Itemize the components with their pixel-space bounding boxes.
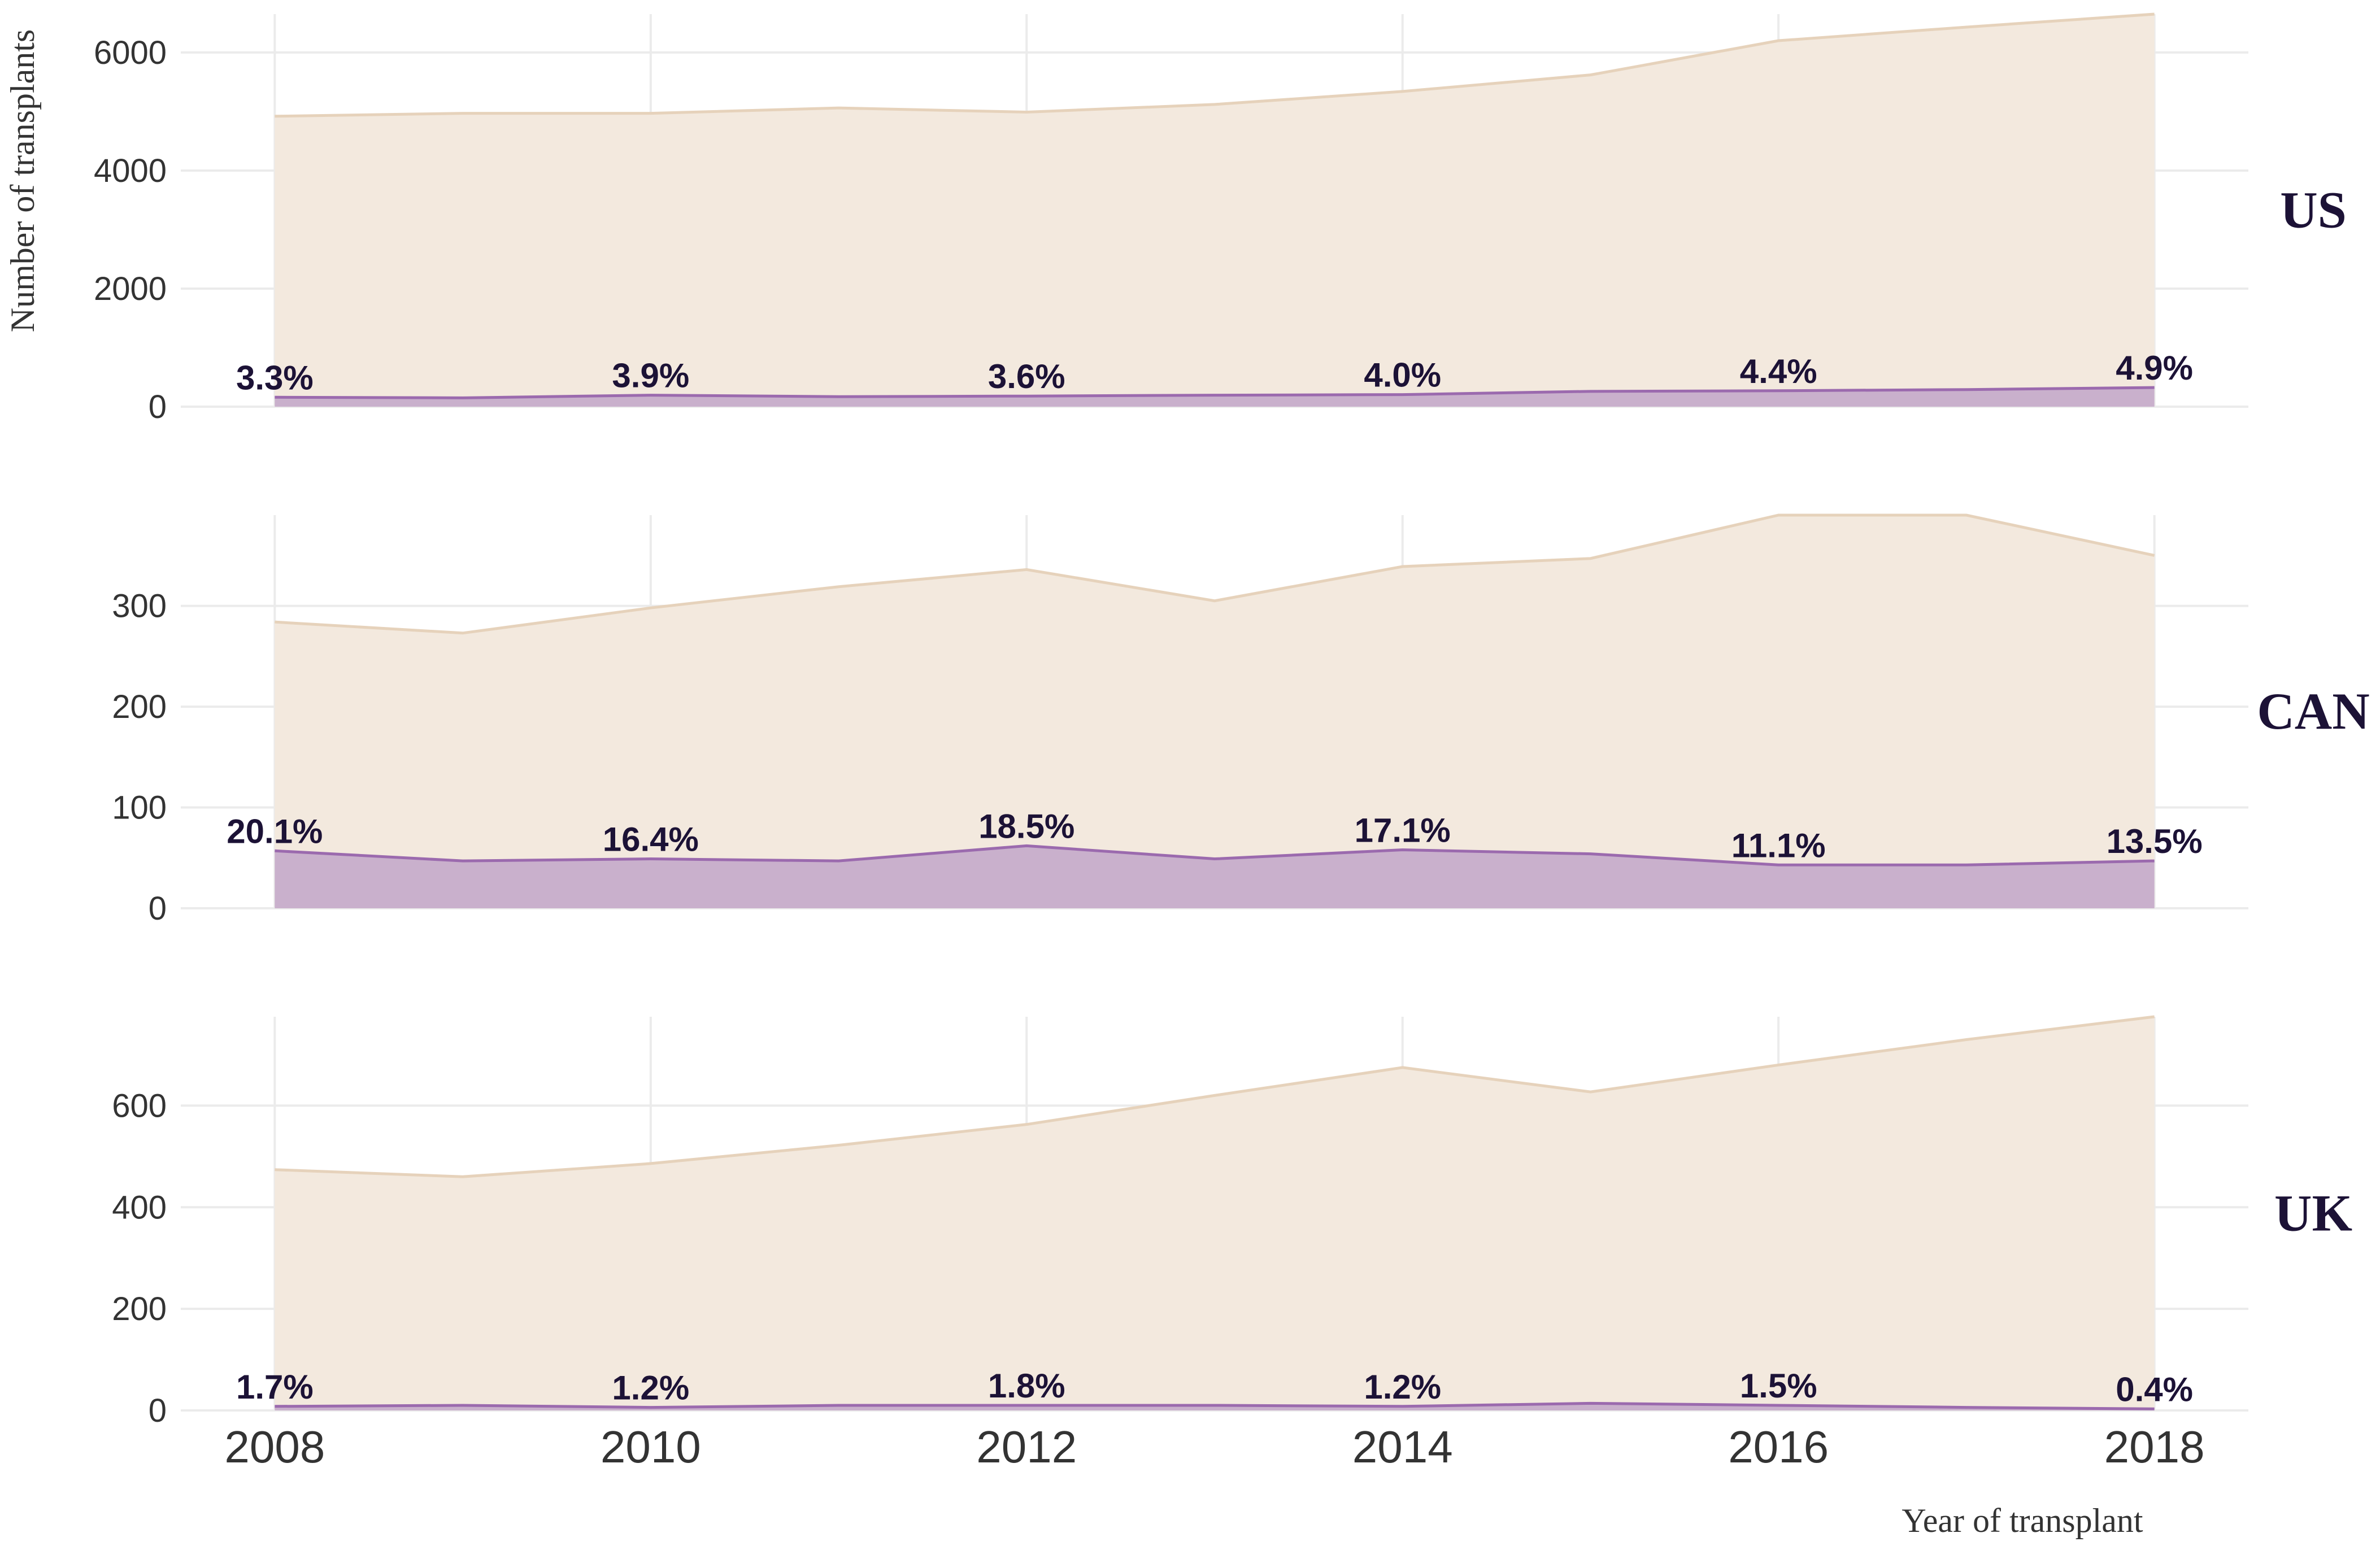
pct-label: 1.8% <box>988 1367 1065 1405</box>
panel-can: 0 100 200 300 20.1% 16.4% 18.5% 17.1% 11.1% 13.5%… <box>112 513 2370 927</box>
y-tick-label: 6000 <box>94 34 167 71</box>
subset-line <box>275 386 2155 399</box>
y-tick-label: 100 <box>112 790 167 826</box>
subset-line <box>275 844 2155 866</box>
subset-line <box>275 1401 2155 1410</box>
pct-label: 3.9% <box>612 357 689 395</box>
panel-uk: 0 200 400 600 1.7% 1.2% 1.8% 1.2% 1.5% 0.4% UK <box>112 1015 2352 1429</box>
y-tick-label: 0 <box>149 1392 167 1429</box>
y-tick-label: 0 <box>149 389 167 425</box>
total-area <box>275 515 2155 908</box>
y-tick-label: 200 <box>112 689 167 725</box>
pct-label: 13.5% <box>2107 822 2203 860</box>
strip-label-uk: UK <box>2274 1184 2352 1242</box>
pct-label: 0.4% <box>2116 1370 2193 1408</box>
y-axis-title: Number of transplants <box>4 29 41 333</box>
pct-label: 1.2% <box>1364 1368 1441 1406</box>
pct-label: 1.7% <box>236 1368 314 1406</box>
subset-area <box>275 846 2155 908</box>
y-tick-label: 0 <box>149 890 167 927</box>
pct-label: 1.2% <box>612 1369 689 1407</box>
pct-label: 3.3% <box>236 359 314 397</box>
x-tick-label: 2010 <box>601 1422 701 1472</box>
panel-us: 0 2000 4000 6000 3.3% 3.9% 3.6% 4.0% 4.4% 4.9% US <box>94 12 2347 425</box>
pct-label: 18.5% <box>978 807 1074 845</box>
pct-label: 4.0% <box>1364 356 1441 394</box>
total-area <box>275 14 2155 407</box>
y-tick-label: 200 <box>112 1291 167 1327</box>
pct-label: 3.6% <box>988 358 1065 395</box>
pct-label: 20.1% <box>227 812 323 850</box>
x-tick-label: 2018 <box>2104 1422 2205 1472</box>
x-axis-title: Year of transplant <box>1902 1502 2143 1539</box>
strip-label-can: CAN <box>2257 682 2369 740</box>
y-tick-label: 300 <box>112 588 167 625</box>
y-tick-label: 400 <box>112 1189 167 1226</box>
pct-label: 11.1% <box>1731 826 1826 864</box>
x-tick-label: 2014 <box>1352 1422 1453 1472</box>
pct-label: 4.4% <box>1740 352 1817 390</box>
pct-label: 1.5% <box>1740 1367 1817 1405</box>
y-tick-label: 2000 <box>94 271 167 307</box>
pct-label: 16.4% <box>603 821 699 859</box>
x-tick-label: 2008 <box>224 1422 325 1472</box>
total-area <box>275 1017 2155 1410</box>
y-tick-label: 600 <box>112 1087 167 1124</box>
x-tick-label: 2016 <box>1728 1422 1829 1472</box>
total-line <box>275 1015 2155 1178</box>
pct-label: 4.9% <box>2116 349 2193 387</box>
y-tick-label: 4000 <box>94 153 167 189</box>
pct-label: 17.1% <box>1355 811 1451 849</box>
total-line <box>275 513 2155 635</box>
total-line <box>275 12 2155 118</box>
strip-label-us: US <box>2280 181 2347 239</box>
x-tick-label: 2012 <box>976 1422 1077 1472</box>
